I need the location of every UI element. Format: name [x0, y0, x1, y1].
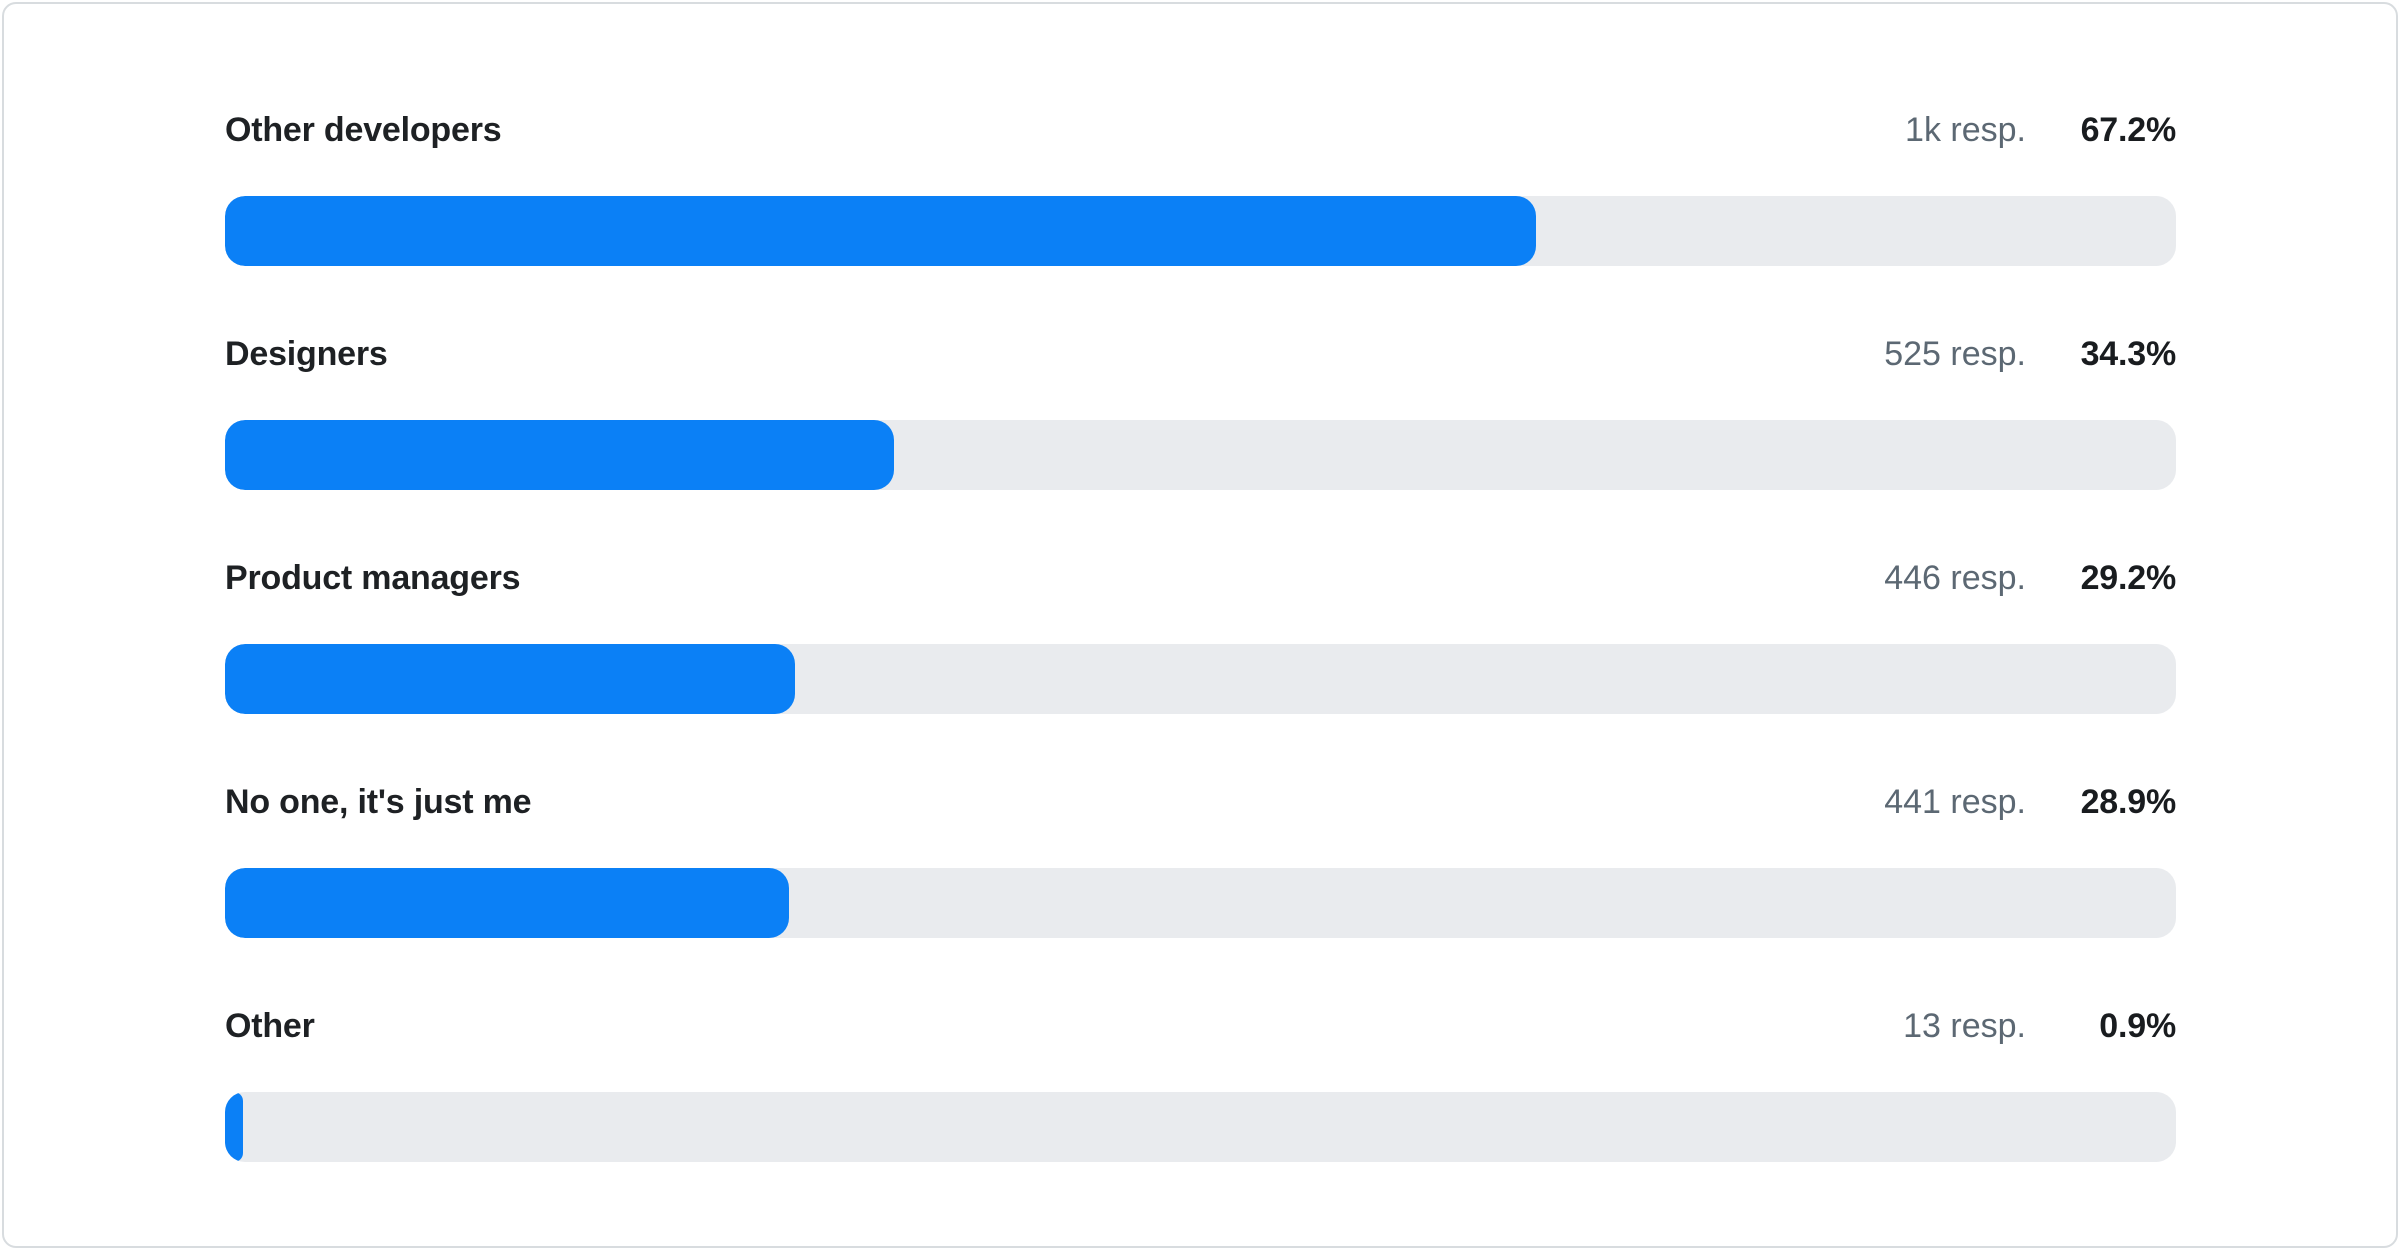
- bar-fill: [225, 420, 895, 490]
- bar-row: Product managers 446 resp. 29.2%: [225, 558, 2176, 714]
- response-count: 441 resp.: [1884, 783, 2026, 821]
- category-label: Product managers: [225, 559, 521, 597]
- bar-track: [225, 644, 2176, 714]
- bar-row-header: No one, it's just me 441 resp. 28.9%: [225, 782, 2176, 822]
- bar-row-header: Other 13 resp. 0.9%: [225, 1006, 2176, 1046]
- bar-fill: [225, 1092, 243, 1162]
- response-count: 446 resp.: [1884, 559, 2026, 597]
- bar-row: Other 13 resp. 0.9%: [225, 1006, 2176, 1162]
- bar-track: [225, 1092, 2176, 1162]
- category-label: Other: [225, 1007, 315, 1045]
- percent-value: 34.3%: [2080, 335, 2177, 373]
- bar-row-header: Designers 525 resp. 34.3%: [225, 334, 2176, 374]
- response-count: 13 resp.: [1903, 1007, 2026, 1045]
- percent-value: 28.9%: [2080, 783, 2177, 821]
- percent-value: 0.9%: [2099, 1007, 2176, 1045]
- response-count: 1k resp.: [1905, 111, 2026, 149]
- bar-track: [225, 196, 2176, 266]
- bar-row: No one, it's just me 441 resp. 28.9%: [225, 782, 2176, 938]
- bar-row: Designers 525 resp. 34.3%: [225, 334, 2176, 490]
- category-label: Other developers: [225, 111, 502, 149]
- bar-track: [225, 868, 2176, 938]
- bar-fill: [225, 644, 795, 714]
- bar-fill: [225, 868, 789, 938]
- category-label: No one, it's just me: [225, 783, 532, 821]
- percent-value: 29.2%: [2080, 559, 2177, 597]
- response-count: 525 resp.: [1884, 335, 2026, 373]
- category-label: Designers: [225, 335, 388, 373]
- bar-row-header: Product managers 446 resp. 29.2%: [225, 558, 2176, 598]
- bar-row-header: Other developers 1k resp. 67.2%: [225, 110, 2176, 150]
- bar-track: [225, 420, 2176, 490]
- percent-value: 67.2%: [2080, 111, 2177, 149]
- bar-row: Other developers 1k resp. 67.2%: [225, 110, 2176, 266]
- bar-fill: [225, 196, 1537, 266]
